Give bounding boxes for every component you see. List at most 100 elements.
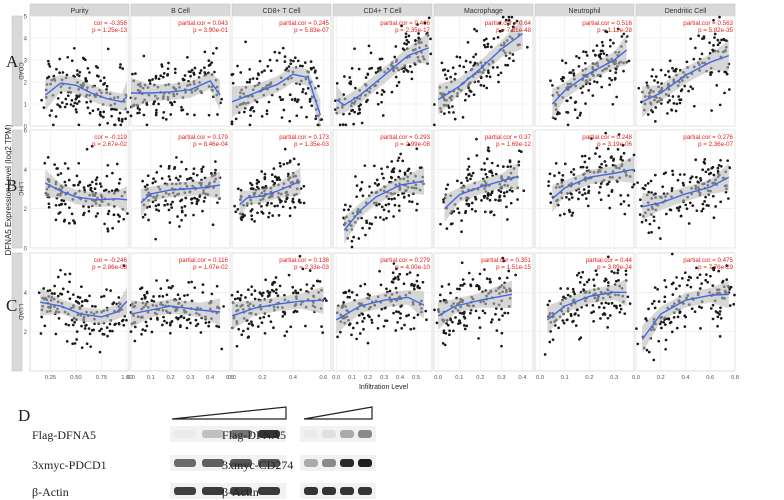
data-point bbox=[301, 87, 305, 91]
data-point bbox=[471, 278, 475, 281]
data-point bbox=[180, 108, 183, 112]
data-point bbox=[196, 322, 200, 326]
data-point bbox=[388, 289, 392, 293]
data-point bbox=[178, 225, 181, 228]
data-point bbox=[678, 311, 682, 315]
data-point bbox=[460, 261, 464, 265]
data-point bbox=[260, 170, 264, 173]
data-point bbox=[594, 152, 597, 155]
data-point bbox=[357, 313, 361, 317]
data-point bbox=[713, 32, 717, 36]
data-point bbox=[265, 112, 269, 116]
data-point bbox=[68, 297, 72, 301]
data-point bbox=[75, 96, 79, 99]
data-point bbox=[442, 198, 445, 201]
data-point bbox=[386, 165, 389, 169]
data-point bbox=[86, 106, 90, 110]
data-point bbox=[189, 70, 192, 74]
data-point bbox=[122, 264, 126, 267]
data-point bbox=[80, 304, 84, 308]
data-point bbox=[148, 82, 152, 85]
x-tick-label: 0.2 bbox=[657, 375, 665, 381]
data-point bbox=[515, 19, 519, 23]
data-point bbox=[117, 220, 121, 223]
data-point bbox=[168, 221, 172, 224]
data-point bbox=[376, 327, 380, 330]
data-point bbox=[709, 73, 712, 77]
data-point bbox=[267, 215, 270, 219]
data-point bbox=[259, 292, 263, 295]
stat-p: p = 5.83e-07 bbox=[294, 27, 329, 34]
data-point bbox=[54, 203, 58, 207]
data-point bbox=[447, 106, 451, 109]
data-point bbox=[579, 165, 583, 169]
data-point bbox=[368, 226, 371, 230]
x-tick-label: 0.3 bbox=[610, 375, 618, 381]
data-point bbox=[500, 331, 504, 335]
data-point bbox=[635, 327, 638, 330]
data-point bbox=[295, 310, 299, 313]
data-point bbox=[664, 323, 667, 326]
data-point bbox=[287, 273, 291, 277]
data-point bbox=[82, 186, 86, 189]
data-point bbox=[47, 202, 51, 206]
data-point bbox=[355, 337, 358, 341]
data-point bbox=[671, 169, 674, 173]
data-point bbox=[252, 109, 256, 113]
data-point bbox=[315, 279, 319, 283]
data-point bbox=[192, 167, 196, 171]
data-point bbox=[83, 58, 87, 62]
data-point bbox=[499, 190, 503, 194]
data-point bbox=[213, 70, 216, 74]
y-tick-label-1-2: 4 bbox=[24, 168, 28, 174]
data-point bbox=[485, 86, 489, 90]
data-point bbox=[647, 350, 651, 354]
data-point bbox=[413, 63, 417, 66]
stat-p: p = 7.76e-29 bbox=[698, 264, 733, 271]
data-point bbox=[160, 177, 164, 180]
data-point bbox=[462, 65, 466, 69]
data-point bbox=[593, 284, 596, 287]
data-point bbox=[249, 114, 252, 118]
data-point bbox=[71, 293, 75, 297]
data-point bbox=[575, 54, 578, 58]
data-point bbox=[199, 331, 203, 334]
data-point bbox=[526, 45, 529, 49]
data-point bbox=[215, 46, 218, 50]
data-point bbox=[249, 181, 252, 185]
data-point bbox=[375, 178, 379, 182]
data-point bbox=[187, 281, 191, 284]
data-point bbox=[709, 274, 712, 278]
data-point bbox=[181, 77, 185, 81]
data-point bbox=[184, 214, 187, 217]
data-point bbox=[455, 55, 459, 59]
data-point bbox=[566, 293, 570, 297]
data-point bbox=[467, 157, 470, 161]
data-point bbox=[725, 39, 728, 43]
data-point bbox=[623, 212, 627, 216]
data-point bbox=[490, 161, 494, 165]
data-point bbox=[702, 160, 706, 164]
data-point bbox=[233, 297, 237, 301]
row-label-0: COAD bbox=[17, 62, 23, 80]
data-point bbox=[664, 212, 668, 216]
data-point bbox=[415, 147, 419, 151]
data-point bbox=[354, 86, 357, 90]
data-point bbox=[361, 226, 364, 230]
confidence-band bbox=[336, 289, 425, 334]
data-point bbox=[63, 272, 67, 276]
data-point bbox=[402, 282, 406, 286]
data-point bbox=[546, 303, 550, 307]
data-point bbox=[207, 113, 211, 117]
data-point bbox=[293, 56, 297, 60]
data-point bbox=[561, 319, 565, 322]
x-tick-label: 0.5 bbox=[226, 375, 234, 381]
data-point bbox=[145, 183, 149, 187]
data-point bbox=[64, 97, 68, 101]
data-point bbox=[621, 143, 625, 147]
data-point bbox=[401, 47, 405, 51]
data-point bbox=[683, 325, 687, 328]
data-point bbox=[275, 288, 278, 291]
data-point bbox=[192, 71, 196, 75]
data-point bbox=[572, 290, 575, 294]
